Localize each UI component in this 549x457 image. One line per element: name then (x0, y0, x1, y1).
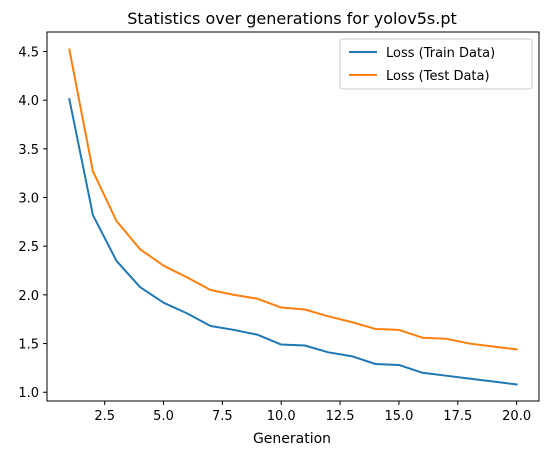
x-tick-label: 7.5 (212, 409, 233, 424)
x-tick-label: 5.0 (153, 409, 174, 424)
legend-label-train: Loss (Train Data) (386, 46, 495, 61)
x-axis: 2.5 5.0 7.5 10.0 12.5 15.0 17.5 20.0 (94, 401, 531, 424)
y-tick-label: 1.5 (18, 338, 39, 353)
legend-box (339, 38, 533, 90)
x-axis-label: Generation (253, 431, 331, 447)
y-tick-label: 2.5 (18, 240, 39, 255)
y-tick-label: 4.5 (18, 45, 39, 60)
chart-title: Statistics over generations for yolov5s.… (127, 9, 457, 28)
legend: Loss (Train Data) Loss (Test Data) (339, 38, 533, 90)
legend-label-test: Loss (Test Data) (386, 69, 490, 84)
y-tick-label: 1.0 (18, 386, 39, 401)
axes-frame (46, 31, 540, 402)
y-axis: 1.0 1.5 2.0 2.5 3.0 3.5 4.0 4.5 (18, 45, 47, 401)
x-tick-label: 20.0 (502, 409, 531, 424)
y-tick-label: 2.0 (18, 289, 39, 304)
x-tick-label: 17.5 (443, 409, 472, 424)
plot-area (68, 48, 518, 386)
y-tick-label: 3.0 (18, 192, 39, 207)
x-tick-label: 2.5 (94, 409, 115, 424)
y-tick-label: 4.0 (18, 94, 39, 109)
series-line-1 (68, 48, 518, 351)
x-tick-label: 12.5 (326, 409, 355, 424)
y-tick-label: 3.5 (18, 143, 39, 158)
x-tick-label: 15.0 (384, 409, 413, 424)
series-line-0 (68, 98, 518, 386)
x-tick-label: 10.0 (267, 409, 296, 424)
